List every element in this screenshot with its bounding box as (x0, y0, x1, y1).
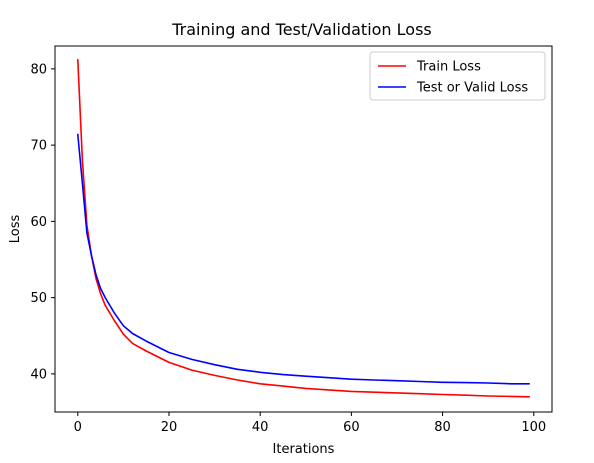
legend-label: Test or Valid Loss (416, 81, 528, 96)
x-axis: 0 20 40 60 80 100 (74, 412, 546, 435)
series-line-test-valid-loss (77, 133, 531, 385)
x-tick-label: 20 (161, 420, 178, 435)
y-tick-label: 80 (30, 62, 47, 77)
series-lines (77, 58, 531, 398)
y-axis-label: Loss (8, 215, 23, 244)
y-tick-label: 50 (30, 291, 47, 306)
series-line-train-loss (77, 58, 531, 398)
y-tick-label: 40 (30, 367, 47, 382)
plot-frame (54, 45, 553, 413)
y-axis: 40 50 60 70 80 (30, 62, 55, 382)
x-tick-label: 40 (252, 420, 269, 435)
x-tick-label: 0 (74, 420, 82, 435)
legend-label: Train Loss (416, 60, 481, 75)
x-tick-label: 100 (521, 420, 546, 435)
legend-box (369, 51, 546, 101)
x-tick-label: 80 (434, 420, 451, 435)
x-axis-label: Iterations (273, 442, 335, 457)
y-tick-label: 60 (30, 215, 47, 230)
chart-title: Training and Test/Validation Loss (171, 20, 432, 39)
legend: Train Loss Test or Valid Loss (369, 51, 546, 101)
x-tick-label: 60 (343, 420, 360, 435)
y-tick-label: 70 (30, 139, 47, 154)
